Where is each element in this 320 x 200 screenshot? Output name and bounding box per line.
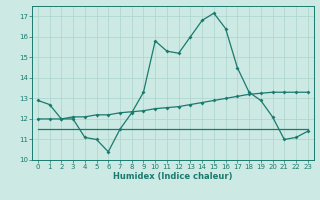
X-axis label: Humidex (Indice chaleur): Humidex (Indice chaleur) bbox=[113, 172, 233, 181]
